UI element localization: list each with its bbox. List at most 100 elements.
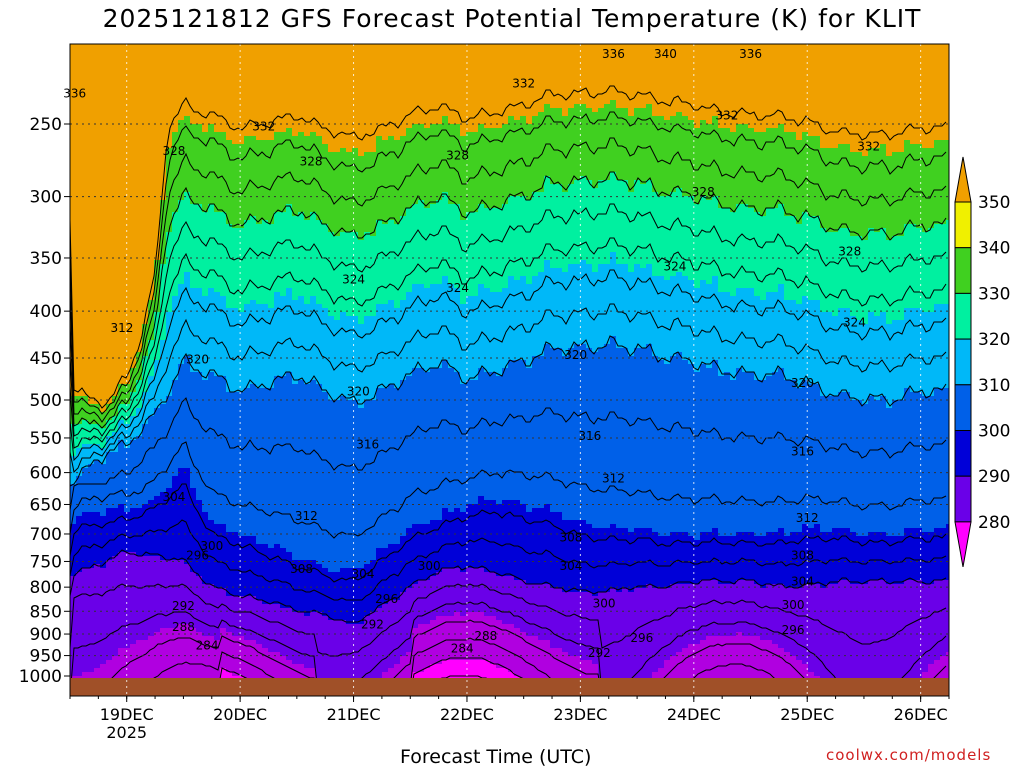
theta-fill-cell [196,500,203,577]
theta-fill-cell [616,44,623,109]
theta-fill-cell [502,368,509,501]
theta-fill-cell [376,220,383,305]
theta-fill-cell [688,364,695,537]
theta-fill-cell [616,108,623,181]
theta-fill-cell [358,44,365,157]
theta-fill-cell [226,224,233,309]
theta-fill-cell [88,568,95,673]
theta-fill-cell [226,140,233,225]
theta-fill-cell [850,532,857,585]
theta-fill-cell [232,532,239,597]
theta-fill-cell [706,284,713,369]
theta-fill-cell [466,44,473,133]
theta-fill-cell [646,264,653,345]
theta-fill-cell [946,388,949,525]
theta-fill-cell [418,368,425,525]
theta-fill-cell [766,532,773,585]
theta-fill-cell [124,648,131,696]
theta-fill-cell [496,620,503,669]
contour-label: 312 [295,509,318,523]
colorbar-label: 330 [978,284,1010,304]
theta-fill-cell [364,44,371,153]
theta-fill-cell [802,44,809,133]
theta-fill-cell [760,588,767,641]
theta-fill-cell [778,204,785,285]
theta-fill-cell [820,44,827,149]
theta-fill-cell [856,44,863,153]
theta-fill-cell [832,44,839,149]
theta-fill-cell [262,648,269,693]
theta-fill-cell [460,512,467,573]
theta-fill-cell [946,140,949,221]
theta-fill-cell [388,544,395,601]
theta-fill-cell [100,464,107,517]
theta-fill-cell [826,584,833,693]
theta-fill-cell [280,608,287,657]
contour-label: 300 [418,559,441,573]
theta-fill-cell [646,528,653,585]
theta-fill-cell [802,584,809,665]
theta-fill-cell [598,180,605,265]
theta-fill-cell [148,416,155,501]
theta-fill-cell [346,316,353,401]
theta-fill-cell [724,292,731,373]
contour-label: 320 [791,376,814,390]
theta-fill-cell [454,124,461,205]
theta-fill-cell [298,296,305,381]
theta-fill-cell [250,300,257,385]
theta-fill-cell [748,372,755,533]
theta-fill-cell [184,468,191,565]
theta-fill-cell [754,132,761,213]
theta-fill-cell [418,524,425,581]
theta-fill-cell [412,584,419,629]
theta-fill-cell [418,624,425,673]
theta-fill-cell [136,556,143,641]
theta-fill-cell [274,652,281,696]
theta-fill-cell [670,192,677,277]
theta-fill-cell [904,388,911,529]
theta-fill-cell [928,148,935,229]
theta-fill-cell [580,520,587,593]
theta-fill-cell [334,320,341,401]
theta-fill-cell [316,612,323,696]
y-tick-label: 400 [30,302,62,322]
theta-fill-cell [586,180,593,265]
theta-fill-cell [652,44,659,117]
theta-fill-cell [76,572,83,677]
theta-fill-cell [784,536,791,589]
theta-fill-cell [334,44,341,153]
theta-fill-cell [526,584,533,637]
theta-fill-cell [364,400,371,565]
theta-fill-cell [946,44,949,141]
theta-fill-cell [232,392,239,533]
theta-fill-cell [388,300,395,385]
theta-fill-cell [610,172,617,253]
theta-fill-cell [928,44,935,149]
theta-fill-cell [250,384,257,537]
theta-fill-cell [706,124,713,201]
theta-fill-cell [574,520,581,593]
theta-fill-cell [760,380,767,537]
theta-fill-cell [250,640,257,685]
theta-fill-cell [676,584,683,653]
theta-fill-cell [94,404,101,425]
theta-fill-cell [364,152,371,233]
theta-fill-cell [760,44,767,133]
plot-frame [69,43,950,697]
theta-fill-cell [532,276,539,357]
theta-fill-cell [130,392,137,417]
theta-fill-cell [400,136,407,217]
theta-fill-cell [502,204,509,289]
theta-fill-cell [880,44,887,145]
theta-fill-cell [742,288,749,373]
theta-fill-cell [556,268,563,349]
theta-fill-cell [466,296,473,381]
theta-fill-cell [928,396,935,533]
theta-fill-cell [700,640,707,696]
theta-fill-cell [550,184,557,269]
theta-fill-cell [730,536,737,585]
theta-fill-cell [454,612,461,661]
theta-fill-cell [604,180,611,265]
theta-fill-cell [772,584,779,645]
